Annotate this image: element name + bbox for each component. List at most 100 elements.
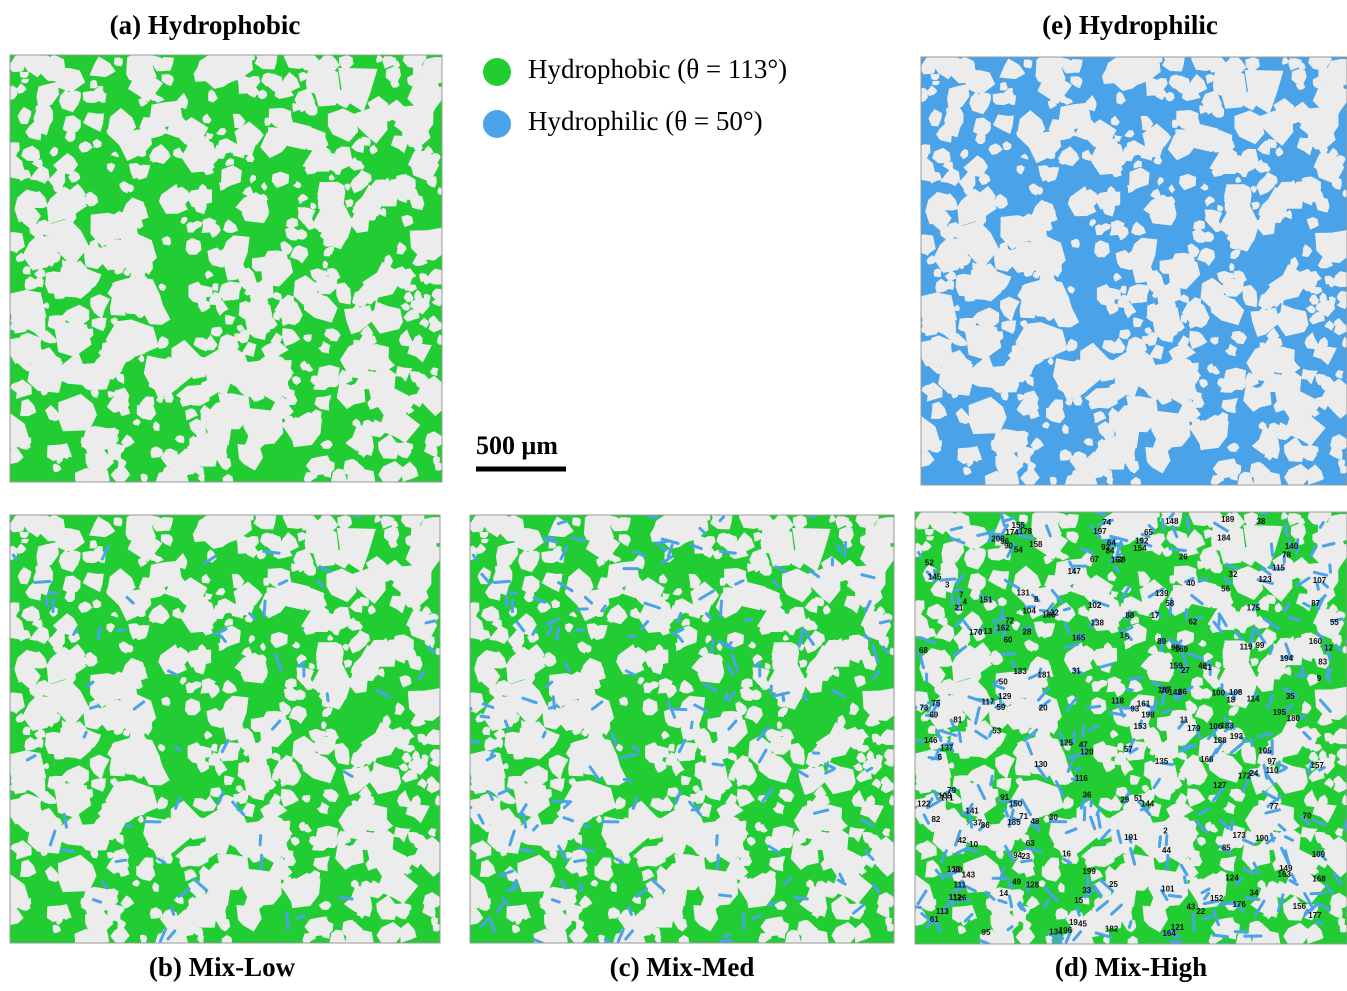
hydrophilic-site [557, 628, 559, 639]
hydrophilic-site [725, 934, 730, 936]
hydrophilic-site [264, 551, 279, 553]
site-label: 88 [1125, 611, 1134, 620]
site-label: 28 [1023, 628, 1032, 637]
hydrophilic-site [1345, 821, 1346, 829]
site-label: 143 [962, 870, 976, 879]
site-label: 57 [1124, 745, 1133, 754]
site-label: 157 [1311, 761, 1325, 770]
site-label: 193 [1230, 732, 1244, 741]
site-label: 23 [1021, 852, 1030, 861]
hydrophilic-site [717, 836, 718, 845]
site-label: 13 [983, 627, 992, 636]
site-label: 175 [1247, 604, 1261, 613]
site-label: 169 [1175, 645, 1189, 654]
hydrophilic-site [990, 731, 992, 736]
hydrophilic-site [426, 621, 435, 623]
hydrophilic-site [1251, 739, 1252, 745]
hydrophilic-site [720, 551, 735, 553]
site-label: 53 [992, 726, 1001, 735]
site-label: 146 [924, 736, 938, 745]
hydrophilic-site [1311, 893, 1325, 894]
site-label: 17 [1150, 611, 1159, 620]
hydrophilic-site [1010, 896, 1012, 907]
hydrophilic-site [1187, 517, 1189, 530]
site-label: 92 [1101, 543, 1110, 552]
micrograph [905, 45, 1347, 498]
site-label: 110 [1266, 766, 1279, 775]
hydrophilic-site [546, 538, 553, 539]
site-label: 130 [1034, 760, 1048, 769]
site-label: 6 [938, 753, 943, 762]
site-label: 59 [996, 703, 1005, 712]
hydrophilic-site [1213, 935, 1227, 936]
hydrophilic-site [845, 543, 846, 557]
hydrophilic-site [509, 592, 516, 593]
site-label: 43 [1186, 902, 1195, 911]
site-label: 123 [1258, 575, 1272, 584]
panel-title: (c) Mix-Med [610, 952, 755, 982]
site-label: 186 [1042, 610, 1056, 619]
hydrophilic-site [1087, 706, 1099, 708]
hydrophilic-site [1162, 519, 1163, 529]
site-label: 167 [1111, 556, 1125, 565]
hydrophilic-site [712, 640, 713, 652]
site-label: 190 [1255, 834, 1269, 843]
hydrophilic-site [1064, 608, 1069, 609]
site-label: 62 [1188, 617, 1197, 626]
hydrophilic-site [624, 779, 631, 781]
site-label: 94 [1013, 851, 1022, 860]
site-label: 31 [1072, 667, 1081, 676]
site-label: 120 [1080, 748, 1094, 757]
legend-swatch [483, 58, 511, 86]
site-label: 194 [1280, 654, 1294, 663]
site-label: 89 [1157, 637, 1166, 646]
site-label: 58 [1165, 599, 1174, 608]
hydrophilic-site [1222, 500, 1231, 512]
hydrophilic-site [327, 694, 328, 701]
site-label: 70 [1303, 812, 1312, 821]
hydrophilic-site [725, 693, 727, 700]
hydrophilic-site [1193, 914, 1194, 930]
site-label: 122 [917, 799, 931, 808]
site-label: 45 [1078, 919, 1087, 928]
hydrophilic-site [1271, 544, 1272, 555]
hydrophilic-site [880, 621, 889, 623]
site-label: 8 [1034, 595, 1039, 604]
panel-title: (e) Hydrophilic [1042, 10, 1218, 40]
site-label: 85 [1222, 843, 1231, 852]
site-label: 158 [1029, 540, 1043, 549]
site-label: 168 [1312, 874, 1326, 883]
hydrophilic-site [1285, 524, 1287, 535]
site-label: 14 [999, 889, 1008, 898]
site-label: 126 [953, 894, 967, 903]
site-label: 119 [1240, 643, 1253, 652]
site-label: 108 [1229, 688, 1243, 697]
site-label: 152 [1210, 894, 1224, 903]
site-label: 83 [1318, 658, 1327, 667]
site-label: 176 [1232, 900, 1246, 909]
hydrophilic-site [1170, 549, 1185, 551]
site-label: 199 [1082, 867, 1096, 876]
hydrophilic-site [580, 884, 582, 892]
site-label: 107 [1313, 576, 1327, 585]
site-label: 151 [979, 596, 993, 605]
site-label: 50 [999, 678, 1008, 687]
site-label: 36 [1083, 790, 1092, 799]
site-label: 147 [1067, 567, 1081, 576]
site-label: 22 [1196, 907, 1205, 916]
site-label: 18 [1226, 696, 1235, 705]
site-label: 156 [1293, 902, 1307, 911]
figure: (a) Hydrophobic (e) Hydrophilic (b) Mix-… [0, 0, 1347, 986]
site-label: 30 [1049, 813, 1058, 822]
site-label: 35 [1286, 692, 1295, 701]
site-label: 170 [969, 628, 983, 637]
site-label: 3 [945, 581, 950, 590]
site-label: 160 [1309, 637, 1323, 646]
hydrophilic-site [1167, 855, 1168, 869]
hydrophilic-site [126, 826, 131, 827]
hydrophilic-site [1184, 746, 1192, 747]
scale-bar-label: 500 μm [476, 431, 558, 460]
hydrophilic-site [1271, 834, 1273, 841]
site-label: 101 [1161, 884, 1175, 893]
site-label: 67 [1090, 555, 1099, 564]
